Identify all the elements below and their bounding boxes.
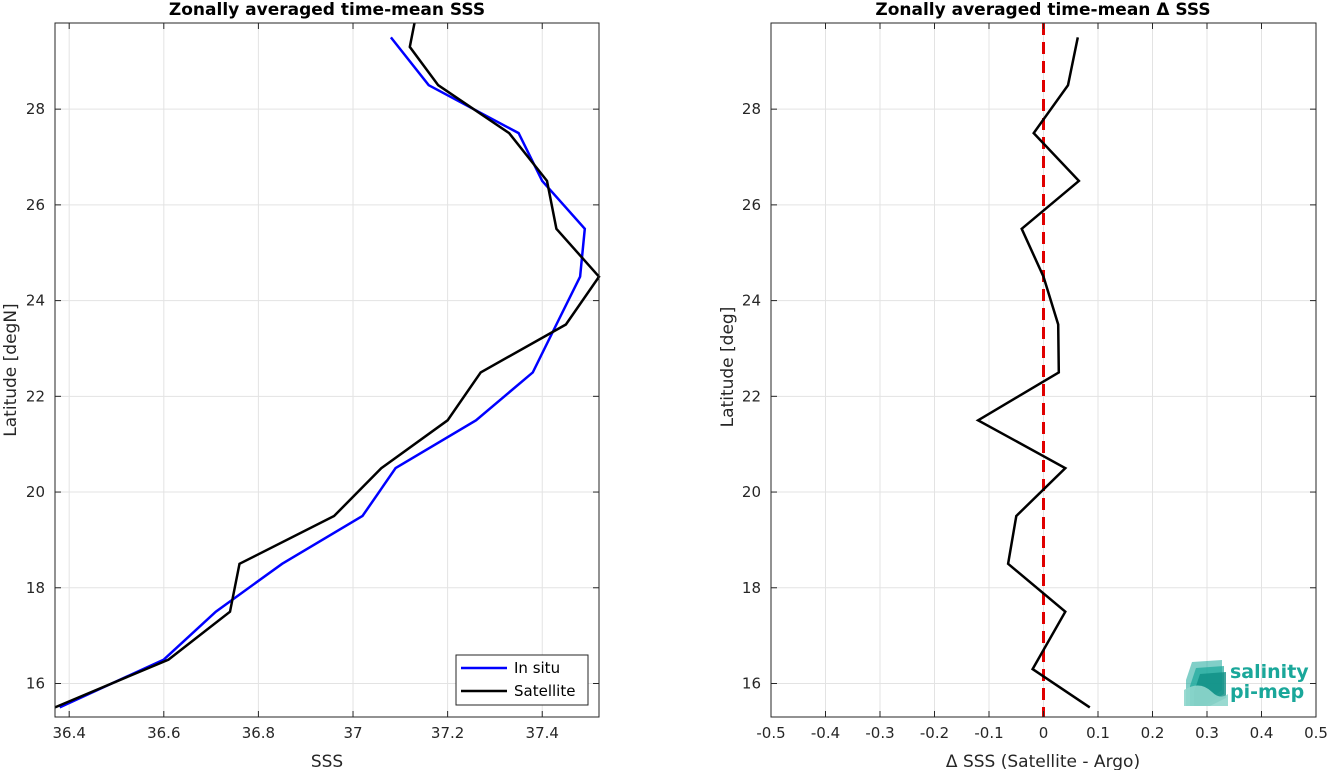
- sss-y-tick-label: 20: [26, 483, 45, 501]
- delta-ticks: -0.5 -0.4 -0.3 -0.2 -0.1 0 0.1 0.2 0.3 0.4 0.5 16 18…: [742, 23, 1328, 742]
- sss-series-group: [54, 22, 601, 709]
- delta-x-tick-label: 0.4: [1250, 724, 1274, 742]
- sss-chart-title: Zonally averaged time-mean SSS: [169, 0, 485, 20]
- delta-x-axis-label: Δ SSS (Satellite - Argo): [946, 752, 1140, 770]
- delta-y-tick-label: 20: [742, 483, 761, 501]
- delta-x-tick-label: 0.1: [1086, 724, 1110, 742]
- logo-text-pi-mep: pi-mep: [1230, 681, 1304, 703]
- sss-panel: 36.4 36.6 36.8 37 37.2 37.4 16 18 20 22 24 26 28 Zon…: [1, 0, 601, 770]
- delta-y-tick-label: 28: [742, 100, 761, 118]
- sss-y-axis-label: Latitude [degN]: [1, 303, 21, 436]
- delta-y-tick-label: 24: [742, 292, 761, 310]
- sss-y-tick-label: 22: [26, 387, 45, 405]
- delta-x-tick-label: -0.5: [756, 724, 785, 742]
- sss-series-line-satellite: [54, 22, 601, 709]
- sss-axes-box: [54, 22, 600, 718]
- sss-grid: [55, 23, 599, 717]
- sss-x-tick-label: 36.4: [52, 724, 85, 742]
- sss-ticks: 36.4 36.6 36.8 37 37.2 37.4 16 18 20 22 24 26 28: [26, 23, 599, 742]
- sss-x-tick-label: 37: [343, 724, 362, 742]
- delta-y-tick-label: 22: [742, 387, 761, 405]
- sss-plot-area: [55, 23, 599, 717]
- sss-y-tick-label: 28: [26, 100, 45, 118]
- sss-x-tick-label: 36.6: [147, 724, 180, 742]
- logo-text-salinity: salinity: [1230, 661, 1309, 683]
- delta-y-tick-label: 18: [742, 579, 761, 597]
- delta-x-tick-label: -0.1: [974, 724, 1003, 742]
- sss-x-tick-label: 37.4: [526, 724, 559, 742]
- delta-y-tick-label: 26: [742, 196, 761, 214]
- delta-series-group: [975, 37, 1091, 709]
- delta-x-tick-label: -0.2: [920, 724, 949, 742]
- legend-label-in-situ: In situ: [514, 659, 560, 677]
- delta-sss-panel: -0.5 -0.4 -0.3 -0.2 -0.1 0 0.1 0.2 0.3 0.4 0.5 16 18…: [718, 0, 1328, 770]
- legend: In situ Satellite: [455, 654, 589, 706]
- sss-y-tick-label: 26: [26, 196, 45, 214]
- delta-y-tick-label: 16: [742, 674, 761, 692]
- sss-x-tick-label: 36.8: [242, 724, 275, 742]
- sss-x-axis-label: SSS: [311, 752, 343, 770]
- sss-y-tick-label: 24: [26, 292, 45, 310]
- delta-chart-title: Zonally averaged time-mean Δ SSS: [875, 0, 1210, 20]
- delta-x-tick-label: 0.3: [1195, 724, 1219, 742]
- legend-box: [455, 654, 589, 706]
- sss-y-tick-label: 16: [26, 674, 45, 692]
- delta-x-tick-label: 0: [1039, 724, 1049, 742]
- sss-y-tick-label: 18: [26, 579, 45, 597]
- sss-x-tick-label: 37.2: [431, 724, 464, 742]
- salinity-pi-mep-logo: salinity pi-mep: [1184, 660, 1309, 706]
- delta-x-tick-label: -0.4: [811, 724, 840, 742]
- delta-x-tick-label: 0.2: [1141, 724, 1165, 742]
- delta-y-axis-label: Latitude [deg]: [718, 307, 738, 428]
- logo-wave-icon: [1184, 660, 1228, 706]
- delta-x-tick-label: -0.3: [865, 724, 894, 742]
- delta-x-tick-label: 0.5: [1304, 724, 1328, 742]
- legend-label-satellite: Satellite: [514, 682, 575, 700]
